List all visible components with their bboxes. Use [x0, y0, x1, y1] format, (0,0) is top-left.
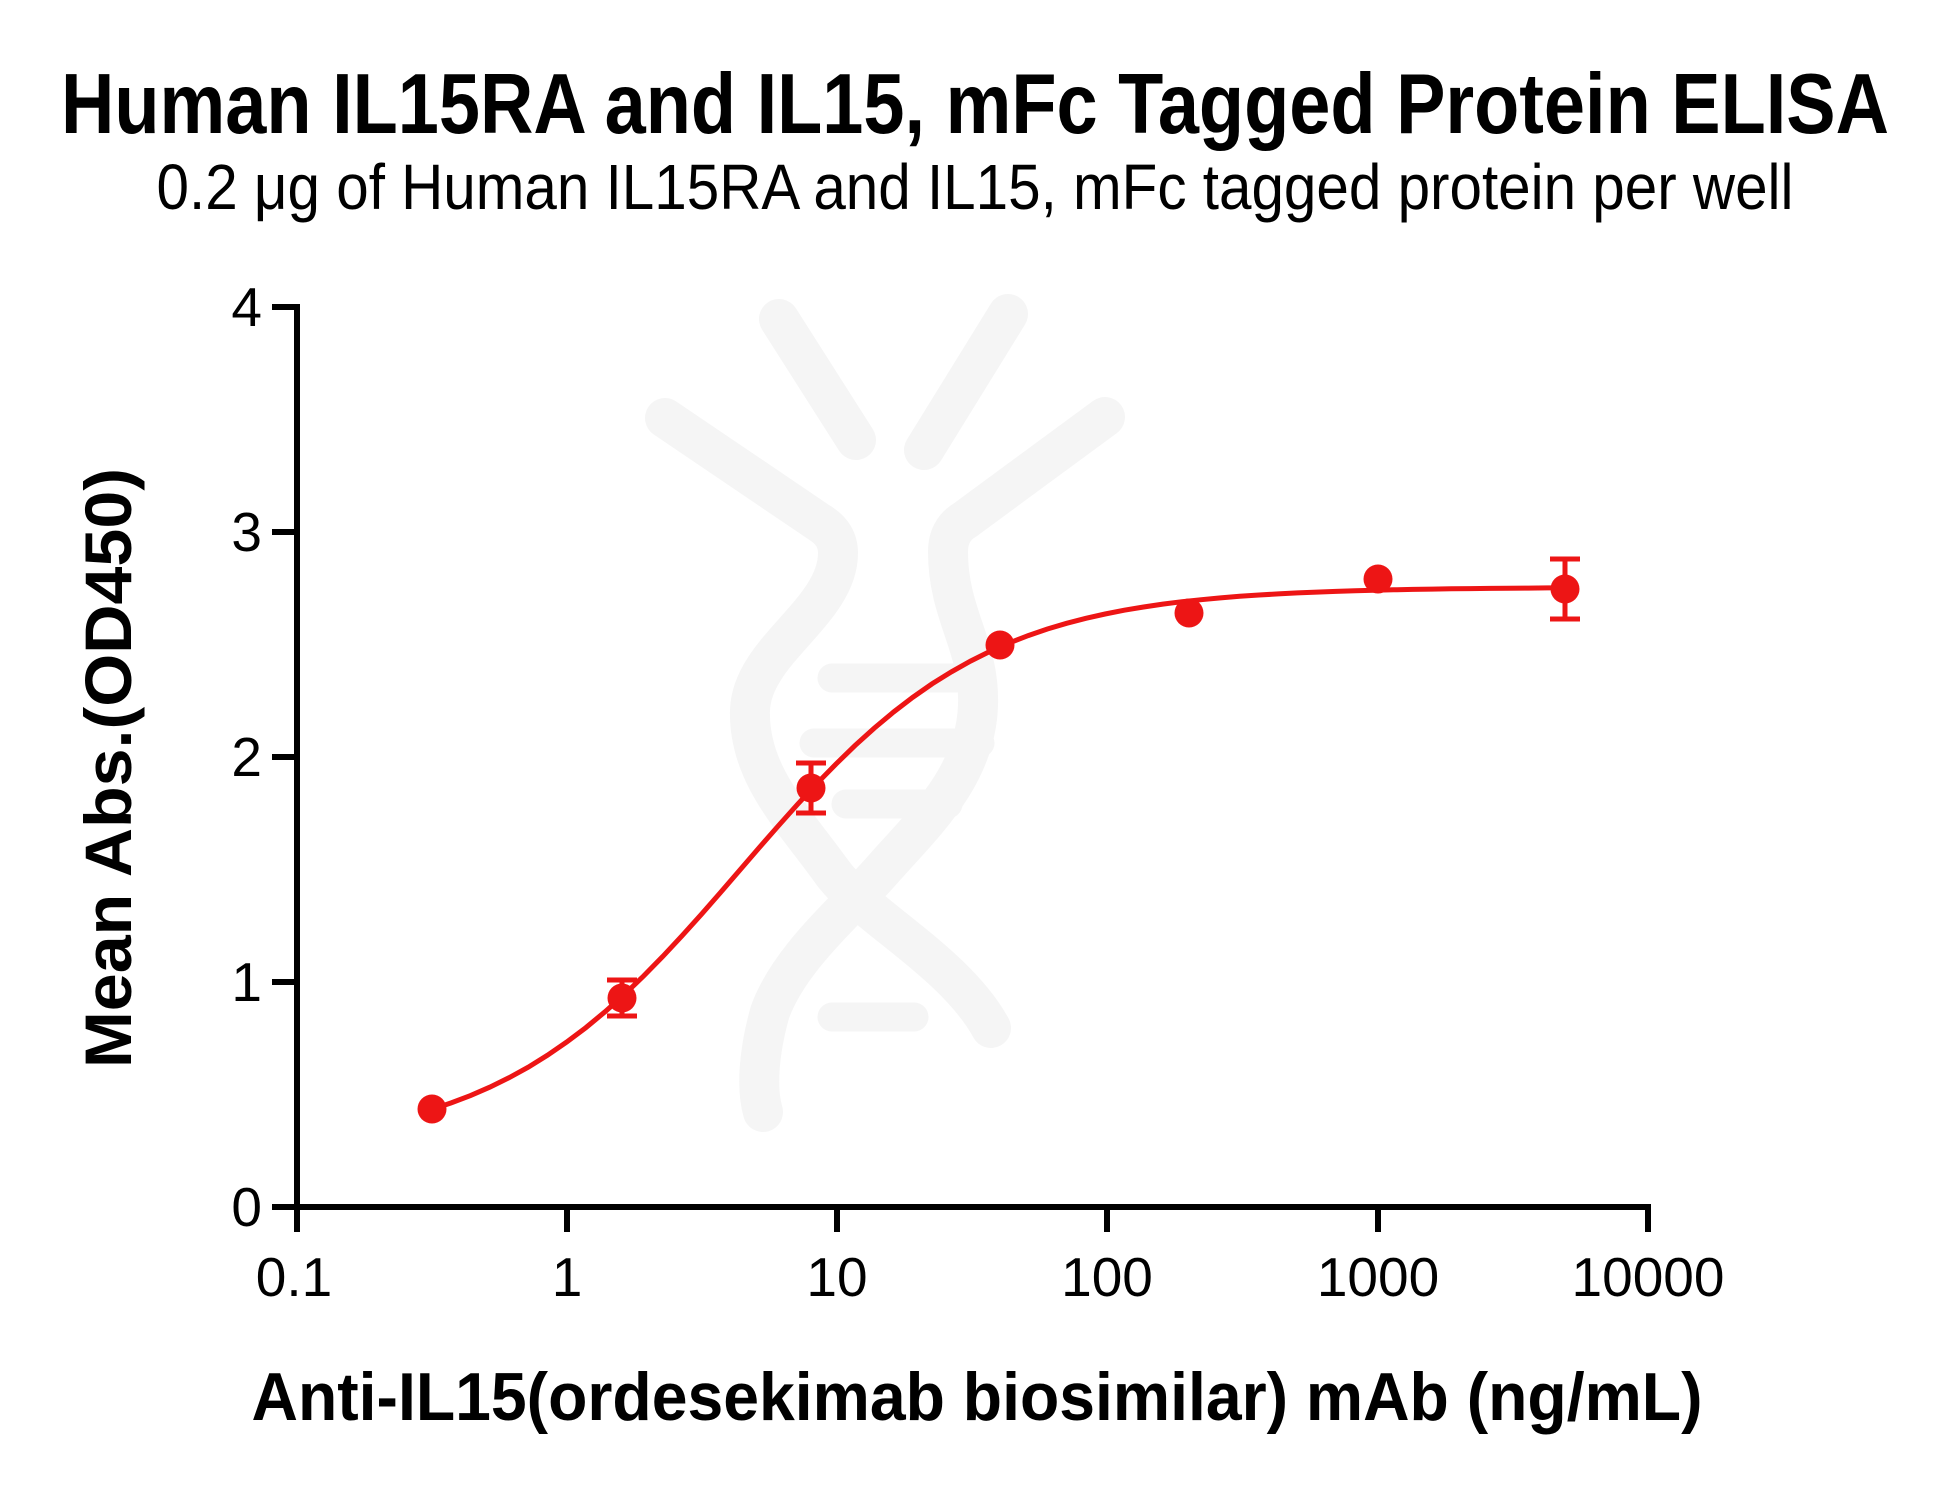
svg-text:10000: 10000 — [1572, 1246, 1725, 1308]
svg-text:Anti-IL15(ordesekimab biosimil: Anti-IL15(ordesekimab biosimilar) mAb (n… — [252, 1359, 1703, 1435]
svg-text:4: 4 — [231, 276, 262, 338]
svg-text:1000: 1000 — [1317, 1246, 1439, 1308]
svg-text:0.2 μg of Human IL15RA and IL1: 0.2 μg of Human IL15RA and IL15, mFc tag… — [157, 151, 1794, 223]
svg-text:1: 1 — [231, 951, 262, 1013]
svg-text:2: 2 — [231, 726, 262, 788]
svg-text:Mean Abs.(OD450): Mean Abs.(OD450) — [71, 468, 145, 1068]
svg-text:0: 0 — [231, 1176, 262, 1238]
svg-text:Human IL15RA and IL15, mFc Tag: Human IL15RA and IL15, mFc Tagged Protei… — [61, 57, 1889, 152]
svg-text:1: 1 — [552, 1246, 583, 1308]
svg-text:0.1: 0.1 — [256, 1246, 332, 1308]
svg-text:10: 10 — [806, 1246, 867, 1308]
svg-text:3: 3 — [231, 501, 262, 563]
svg-text:100: 100 — [1061, 1246, 1153, 1308]
